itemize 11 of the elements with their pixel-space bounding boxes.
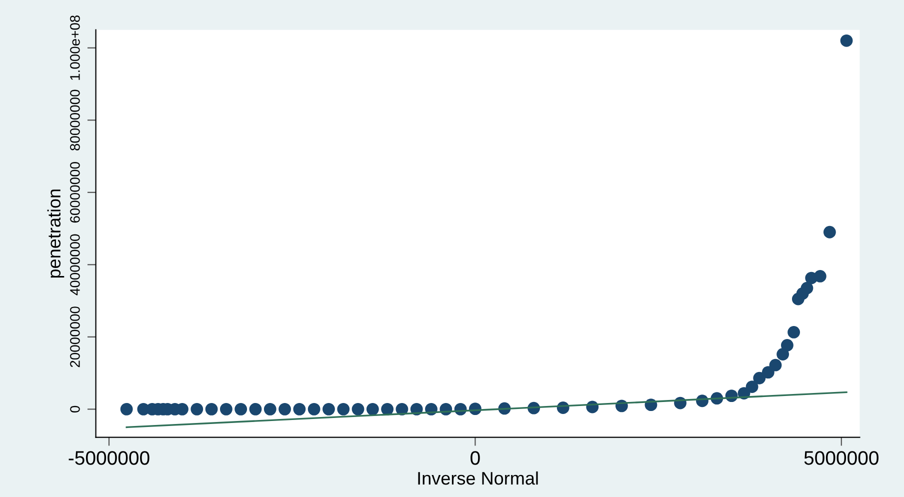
y-tick-label: 80000000 xyxy=(70,90,80,150)
y-tick-label: 20000000 xyxy=(70,306,80,368)
x-tick-label: 5000000 xyxy=(804,451,878,465)
y-tick-label: 0 xyxy=(70,406,80,412)
y-tick-label: 1.000e+08 xyxy=(70,15,80,80)
x-tick-label: -5000000 xyxy=(68,451,150,465)
x-tick-label: 0 xyxy=(470,451,480,465)
y-axis-title: penetration xyxy=(47,190,64,278)
x-axis-title: Inverse Normal xyxy=(418,471,538,485)
y-tick-label: 60000000 xyxy=(70,162,80,223)
y-tick-label: 40000000 xyxy=(70,234,80,296)
